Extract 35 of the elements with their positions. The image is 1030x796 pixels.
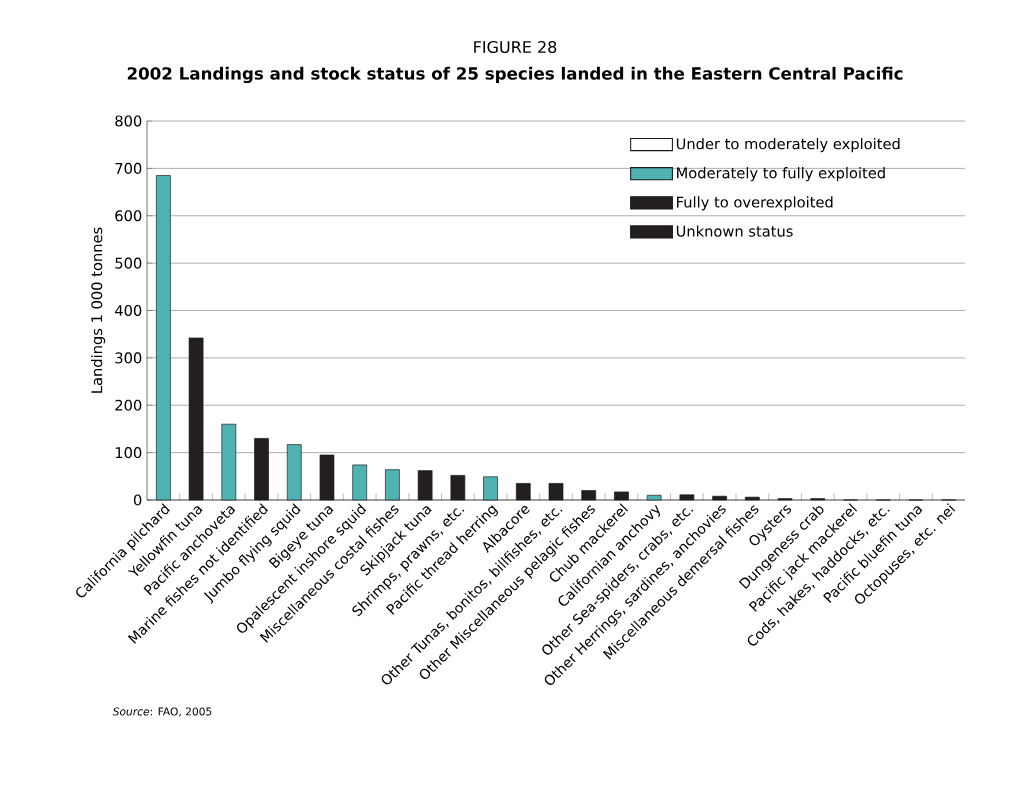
y-tick-label: 700 [115, 162, 142, 174]
bar [417, 470, 433, 501]
text: Source: FAO, 2005 [112, 707, 212, 717]
y-tick-label: 200 [115, 399, 142, 411]
bar [254, 438, 269, 501]
chart-title: FIGURE 28 [474, 40, 557, 54]
bar [614, 491, 629, 501]
y-axis-title: Landings 1 000 tonnes [90, 227, 106, 393]
legend-label: Fully to overexploited [677, 196, 833, 211]
bar [188, 337, 204, 501]
bar [286, 444, 302, 501]
bar [483, 476, 498, 501]
bar [515, 483, 531, 501]
legend-label: Unknown status [676, 225, 793, 237]
bar [352, 464, 368, 501]
chart-subtitle: 2002 Landings and stock status of 25 species landed in the Eastern Central Pacific [127, 66, 903, 84]
y-tick-label: 500 [115, 257, 142, 269]
bar [646, 494, 662, 501]
bar [581, 490, 597, 501]
legend-label: Moderately to fully exploited [677, 167, 885, 182]
bar [679, 494, 695, 501]
y-tick-label: 300 [115, 352, 142, 364]
y-tick-label: 600 [115, 210, 142, 222]
bar [450, 475, 466, 501]
bar [221, 423, 237, 501]
bar [156, 175, 171, 501]
y-tick-label: 800 [115, 115, 142, 127]
y-tick-label: 400 [115, 304, 142, 317]
bar [385, 469, 400, 501]
y-tick-label: 100 [115, 447, 142, 459]
bar [548, 483, 564, 501]
bar [319, 454, 335, 501]
legend-label: Under to moderately exploited [676, 137, 900, 153]
bar [712, 495, 727, 501]
bar [744, 496, 760, 501]
